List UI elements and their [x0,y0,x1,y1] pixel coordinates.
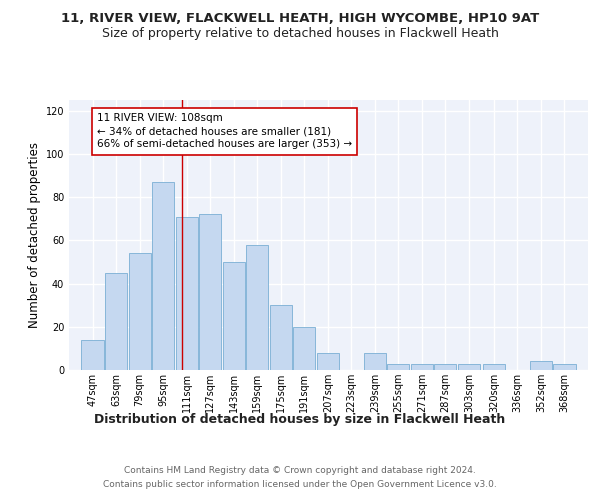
Text: 11 RIVER VIEW: 108sqm
← 34% of detached houses are smaller (181)
66% of semi-det: 11 RIVER VIEW: 108sqm ← 34% of detached … [97,113,352,150]
Bar [246,244,268,370]
Bar [176,216,197,370]
Bar [434,364,457,370]
Bar [317,352,339,370]
Text: Contains HM Land Registry data © Crown copyright and database right 2024.: Contains HM Land Registry data © Crown c… [124,466,476,475]
Bar [269,305,292,370]
Bar [293,327,315,370]
Bar [128,254,151,370]
Bar [223,262,245,370]
Bar [82,340,104,370]
Bar [553,364,575,370]
Text: 11, RIVER VIEW, FLACKWELL HEATH, HIGH WYCOMBE, HP10 9AT: 11, RIVER VIEW, FLACKWELL HEATH, HIGH WY… [61,12,539,26]
Text: Size of property relative to detached houses in Flackwell Heath: Size of property relative to detached ho… [101,28,499,40]
Bar [364,352,386,370]
Bar [458,364,480,370]
Bar [199,214,221,370]
Bar [530,362,552,370]
Text: Distribution of detached houses by size in Flackwell Heath: Distribution of detached houses by size … [94,412,506,426]
Bar [152,182,174,370]
Y-axis label: Number of detached properties: Number of detached properties [28,142,41,328]
Text: Contains public sector information licensed under the Open Government Licence v3: Contains public sector information licen… [103,480,497,489]
Bar [483,364,505,370]
Bar [105,273,127,370]
Bar [388,364,409,370]
Bar [411,364,433,370]
